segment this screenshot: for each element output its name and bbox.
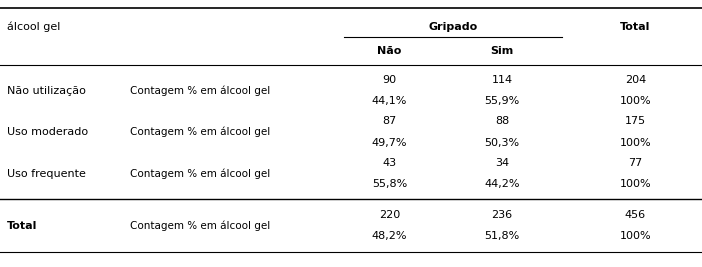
Text: Uso frequente: Uso frequente <box>7 168 86 179</box>
Text: Sim: Sim <box>490 46 514 56</box>
Text: 100%: 100% <box>619 96 651 107</box>
Text: 204: 204 <box>625 75 646 85</box>
Text: 51,8%: 51,8% <box>484 231 519 241</box>
Text: 175: 175 <box>625 116 646 127</box>
Text: 44,1%: 44,1% <box>372 96 407 107</box>
Text: 49,7%: 49,7% <box>372 138 407 148</box>
Text: Contagem % em álcool gel: Contagem % em álcool gel <box>130 220 270 231</box>
Text: Contagem % em álcool gel: Contagem % em álcool gel <box>130 127 270 138</box>
Text: Não: Não <box>378 46 402 56</box>
Text: Total: Total <box>7 221 37 231</box>
Text: 100%: 100% <box>619 179 651 189</box>
Text: 43: 43 <box>383 158 397 168</box>
Text: 55,8%: 55,8% <box>372 179 407 189</box>
Text: álcool gel: álcool gel <box>7 21 60 32</box>
Text: 48,2%: 48,2% <box>372 231 407 241</box>
Text: Contagem % em álcool gel: Contagem % em álcool gel <box>130 85 270 96</box>
Text: 236: 236 <box>491 210 512 220</box>
Text: Uso moderado: Uso moderado <box>7 127 88 137</box>
Text: 90: 90 <box>383 75 397 85</box>
Text: Contagem % em álcool gel: Contagem % em álcool gel <box>130 168 270 179</box>
Text: 456: 456 <box>625 210 646 220</box>
Text: 50,3%: 50,3% <box>484 138 519 148</box>
Text: 100%: 100% <box>619 138 651 148</box>
Text: 100%: 100% <box>619 231 651 241</box>
Text: 77: 77 <box>628 158 642 168</box>
Text: Gripado: Gripado <box>428 22 477 32</box>
Text: 55,9%: 55,9% <box>484 96 519 107</box>
Text: 88: 88 <box>495 116 509 127</box>
Text: 34: 34 <box>495 158 509 168</box>
Text: Total: Total <box>620 22 651 32</box>
Text: Não utilização: Não utilização <box>7 86 86 96</box>
Text: 44,2%: 44,2% <box>484 179 519 189</box>
Text: 220: 220 <box>379 210 400 220</box>
Text: 87: 87 <box>383 116 397 127</box>
Text: 114: 114 <box>491 75 512 85</box>
